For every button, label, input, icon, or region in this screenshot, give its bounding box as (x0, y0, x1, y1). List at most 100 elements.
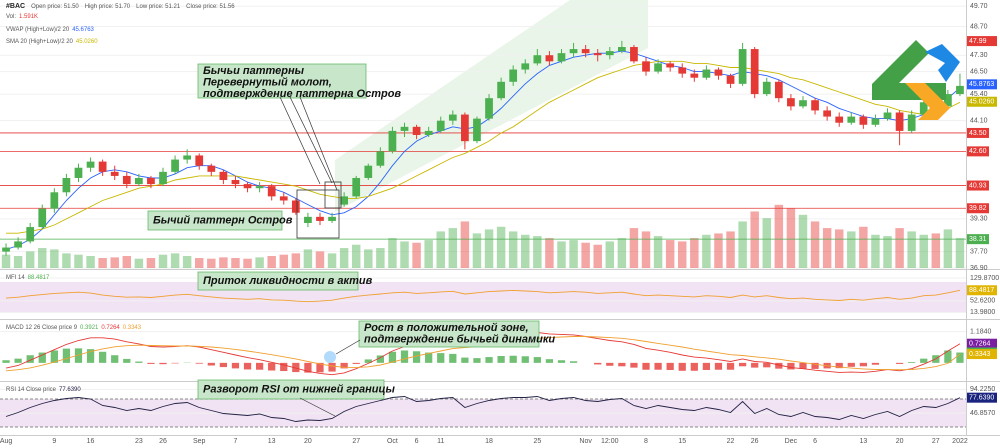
x-tick-label: 2022 (952, 438, 968, 445)
histogram-bar (376, 355, 384, 363)
candle-body (461, 114, 469, 142)
header-item: Low price: 51.21 (136, 4, 181, 10)
histogram-bar (726, 362, 735, 370)
histogram-bar (847, 362, 855, 367)
histogram-bar (123, 358, 131, 363)
histogram-bar (714, 362, 723, 370)
legend-name: VWAP (High+Low)/2 20 (6, 27, 70, 33)
volume-bar (653, 236, 663, 268)
volume-bar (521, 234, 530, 268)
indicator-line (5, 396, 961, 422)
level-tag (967, 127, 989, 138)
price-marker-label: 45.8763 (969, 81, 994, 88)
histogram-bar (473, 358, 481, 363)
volume-bar (315, 251, 325, 268)
volume-bar (400, 241, 409, 268)
x-tick-label: 12:00 (601, 438, 619, 445)
annotation-box (197, 379, 385, 400)
y-tick-label: 39.30 (970, 216, 988, 223)
volume-bar (62, 253, 71, 268)
x-tick-label: 9 (52, 438, 56, 445)
volume-bar (919, 234, 928, 268)
x-tick-label: 13 (268, 438, 276, 445)
volume-bar (448, 228, 458, 268)
volume-bar (822, 228, 832, 268)
annotation-text: Разворот RSI от нижней границы (203, 383, 396, 395)
volume-bar (955, 238, 965, 268)
volume-bar (641, 231, 651, 268)
candle-body (944, 94, 952, 107)
histogram-bar (2, 360, 10, 363)
histogram-bar (292, 362, 300, 373)
y-tick-label: 52.6200 (970, 298, 995, 305)
x-tick-label: 27 (932, 438, 940, 445)
candle-body (134, 177, 143, 185)
volume-bar (593, 244, 602, 268)
annotation-box (147, 210, 283, 231)
volume-legend: Vol: 1.591K (6, 14, 38, 20)
volume-bar (291, 253, 301, 268)
price-marker-label: 47.99 (969, 38, 987, 45)
volume-bar (859, 226, 868, 268)
x-tick-label: Dec (785, 438, 798, 445)
annotation-box (197, 271, 359, 291)
candle-body (98, 161, 107, 172)
volume-bar (267, 256, 276, 268)
level-tag (967, 180, 989, 191)
histogram-bar (618, 362, 626, 367)
x-tick-label: 27 (352, 438, 360, 445)
histogram-bar (956, 352, 964, 363)
candle-body (702, 69, 711, 78)
histogram-bar (449, 353, 457, 363)
candle-body (895, 112, 904, 131)
volume-bar (508, 231, 518, 268)
y-tick-label: 37.70 (970, 248, 988, 255)
volume-bar (122, 256, 132, 268)
pane-legend: MACD 12 26 Close price 9 0.3921 0.7264 0.33… (6, 325, 142, 331)
pane-legend: RSI 14 Close price 77.6390 (6, 387, 81, 393)
y-tick-label: 129.8700 (970, 275, 999, 282)
x-tick-label: 22 (727, 438, 735, 445)
volume-bar (726, 231, 735, 268)
histogram-bar (135, 361, 143, 363)
level-label: 39.82 (969, 205, 987, 212)
volume-bar (86, 256, 95, 268)
candle-body (750, 49, 759, 95)
histogram-bar (26, 355, 34, 363)
candle-body (666, 63, 675, 68)
pane-title: MFI 14 (6, 275, 25, 281)
level-tag (967, 203, 989, 214)
level-label: 40.93 (969, 182, 987, 189)
x-tick-label: Nov (579, 438, 592, 445)
histogram-bar (654, 362, 662, 370)
x-tick-label: 6 (813, 438, 817, 445)
histogram-bar (328, 362, 336, 372)
candle-body (26, 227, 35, 242)
histogram-bar (497, 356, 505, 363)
histogram-bar (50, 350, 58, 363)
pane-legend: MFI 14 88.4817 (6, 275, 50, 281)
price-marker-label: 45.0260 (969, 99, 994, 106)
histogram-bar (787, 362, 795, 370)
histogram-bar (557, 360, 566, 363)
legend-name: SMA 20 (High+Low)/2 20 (6, 39, 74, 45)
y-tick-label: 44.10 (970, 118, 988, 125)
candle-body (207, 165, 216, 172)
candle-body (919, 102, 928, 115)
y-tick-label: 45.40 (970, 91, 988, 98)
candle-body (364, 165, 373, 178)
price-marker (967, 349, 997, 360)
candle-body (243, 184, 252, 189)
candle-body (159, 171, 167, 185)
histogram-bar (835, 362, 843, 369)
volume-bar (460, 221, 470, 268)
candle-body (171, 159, 179, 172)
volume-bar (545, 238, 554, 268)
level-label: 38.31 (969, 236, 987, 243)
histogram-bar (316, 362, 324, 373)
legend-value: 45.6763 (72, 27, 94, 33)
x-tick-label: 20 (896, 438, 904, 445)
y-tick-label: 49.70 (970, 3, 988, 10)
